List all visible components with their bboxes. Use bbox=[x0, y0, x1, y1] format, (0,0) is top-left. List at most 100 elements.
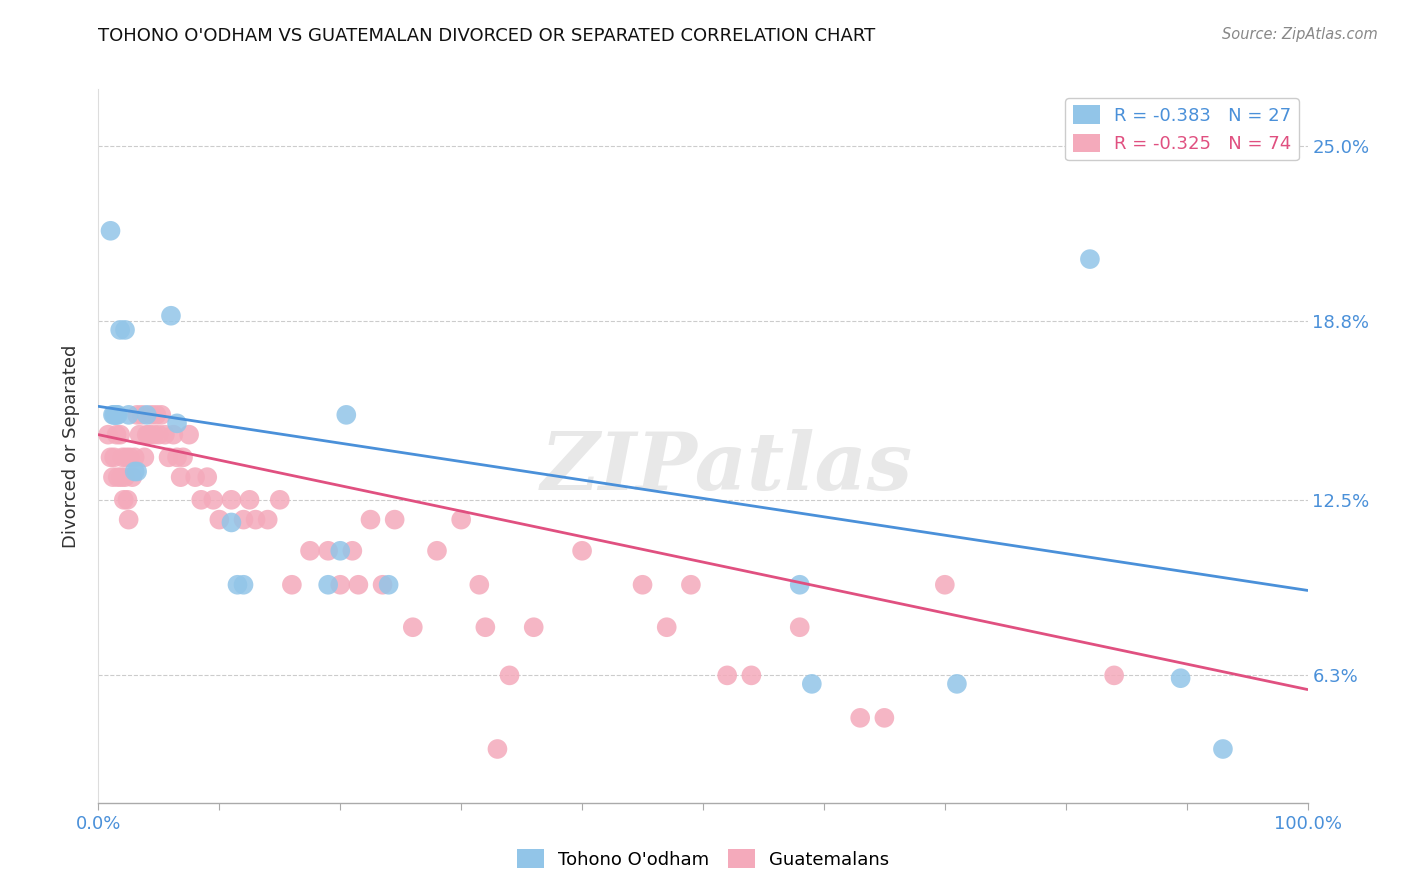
Point bbox=[114, 470, 136, 484]
Point bbox=[269, 492, 291, 507]
Point bbox=[111, 450, 134, 465]
Point bbox=[571, 543, 593, 558]
Point bbox=[121, 470, 143, 484]
Point bbox=[1170, 671, 1192, 685]
Point bbox=[800, 677, 823, 691]
Point bbox=[486, 742, 509, 756]
Point bbox=[377, 578, 399, 592]
Point bbox=[342, 543, 364, 558]
Point bbox=[138, 427, 160, 442]
Point bbox=[166, 417, 188, 431]
Point bbox=[141, 408, 163, 422]
Point bbox=[148, 427, 170, 442]
Point bbox=[468, 578, 491, 592]
Point bbox=[101, 408, 124, 422]
Point bbox=[631, 578, 654, 592]
Point bbox=[124, 465, 146, 479]
Point bbox=[131, 408, 153, 422]
Point bbox=[117, 492, 139, 507]
Point bbox=[402, 620, 425, 634]
Point bbox=[157, 450, 180, 465]
Point bbox=[316, 543, 339, 558]
Point bbox=[329, 543, 352, 558]
Point bbox=[103, 408, 125, 422]
Y-axis label: Divorced or Separated: Divorced or Separated bbox=[62, 344, 80, 548]
Point bbox=[873, 711, 896, 725]
Point bbox=[118, 408, 141, 422]
Point bbox=[789, 620, 811, 634]
Point bbox=[172, 450, 194, 465]
Point bbox=[150, 408, 173, 422]
Point bbox=[384, 513, 406, 527]
Point bbox=[221, 516, 243, 530]
Point bbox=[100, 224, 122, 238]
Point bbox=[190, 492, 212, 507]
Legend: Tohono O'odham, Guatemalans: Tohono O'odham, Guatemalans bbox=[509, 842, 897, 876]
Point bbox=[108, 427, 131, 442]
Point bbox=[101, 470, 124, 484]
Point bbox=[127, 408, 149, 422]
Point bbox=[145, 408, 167, 422]
Point bbox=[946, 677, 969, 691]
Point bbox=[329, 578, 352, 592]
Point bbox=[202, 492, 225, 507]
Point bbox=[118, 450, 141, 465]
Point bbox=[114, 323, 136, 337]
Point bbox=[498, 668, 520, 682]
Point bbox=[128, 427, 150, 442]
Point bbox=[134, 450, 156, 465]
Point bbox=[135, 427, 157, 442]
Point bbox=[107, 470, 129, 484]
Point bbox=[474, 620, 496, 634]
Point bbox=[208, 513, 231, 527]
Point bbox=[335, 408, 357, 422]
Point bbox=[1078, 252, 1101, 266]
Point bbox=[232, 578, 254, 592]
Point bbox=[934, 578, 956, 592]
Point bbox=[127, 465, 149, 479]
Point bbox=[239, 492, 262, 507]
Point bbox=[371, 578, 394, 592]
Point bbox=[108, 323, 131, 337]
Point bbox=[107, 408, 129, 422]
Point bbox=[849, 711, 872, 725]
Point bbox=[1212, 742, 1234, 756]
Text: Source: ZipAtlas.com: Source: ZipAtlas.com bbox=[1222, 27, 1378, 42]
Point bbox=[103, 450, 125, 465]
Point bbox=[160, 309, 183, 323]
Point bbox=[105, 427, 128, 442]
Point bbox=[105, 408, 128, 422]
Point bbox=[195, 470, 218, 484]
Point bbox=[316, 578, 339, 592]
Point bbox=[360, 513, 382, 527]
Point bbox=[299, 543, 322, 558]
Point bbox=[679, 578, 702, 592]
Point bbox=[232, 513, 254, 527]
Point bbox=[450, 513, 472, 527]
Point bbox=[426, 543, 449, 558]
Point bbox=[740, 668, 762, 682]
Point bbox=[226, 578, 249, 592]
Point bbox=[124, 450, 146, 465]
Text: TOHONO O'ODHAM VS GUATEMALAN DIVORCED OR SEPARATED CORRELATION CHART: TOHONO O'ODHAM VS GUATEMALAN DIVORCED OR… bbox=[98, 27, 876, 45]
Point bbox=[143, 427, 166, 442]
Point bbox=[100, 450, 122, 465]
Point bbox=[281, 578, 304, 592]
Point bbox=[118, 513, 141, 527]
Point bbox=[221, 492, 243, 507]
Point bbox=[789, 578, 811, 592]
Point bbox=[166, 450, 188, 465]
Point bbox=[153, 427, 176, 442]
Point bbox=[179, 427, 201, 442]
Point bbox=[256, 513, 278, 527]
Point bbox=[1102, 668, 1125, 682]
Point bbox=[135, 408, 157, 422]
Text: ZIPatlas: ZIPatlas bbox=[541, 429, 914, 506]
Point bbox=[523, 620, 546, 634]
Point bbox=[110, 470, 132, 484]
Point bbox=[245, 513, 267, 527]
Point bbox=[716, 668, 738, 682]
Point bbox=[112, 492, 135, 507]
Point bbox=[655, 620, 678, 634]
Point bbox=[169, 470, 191, 484]
